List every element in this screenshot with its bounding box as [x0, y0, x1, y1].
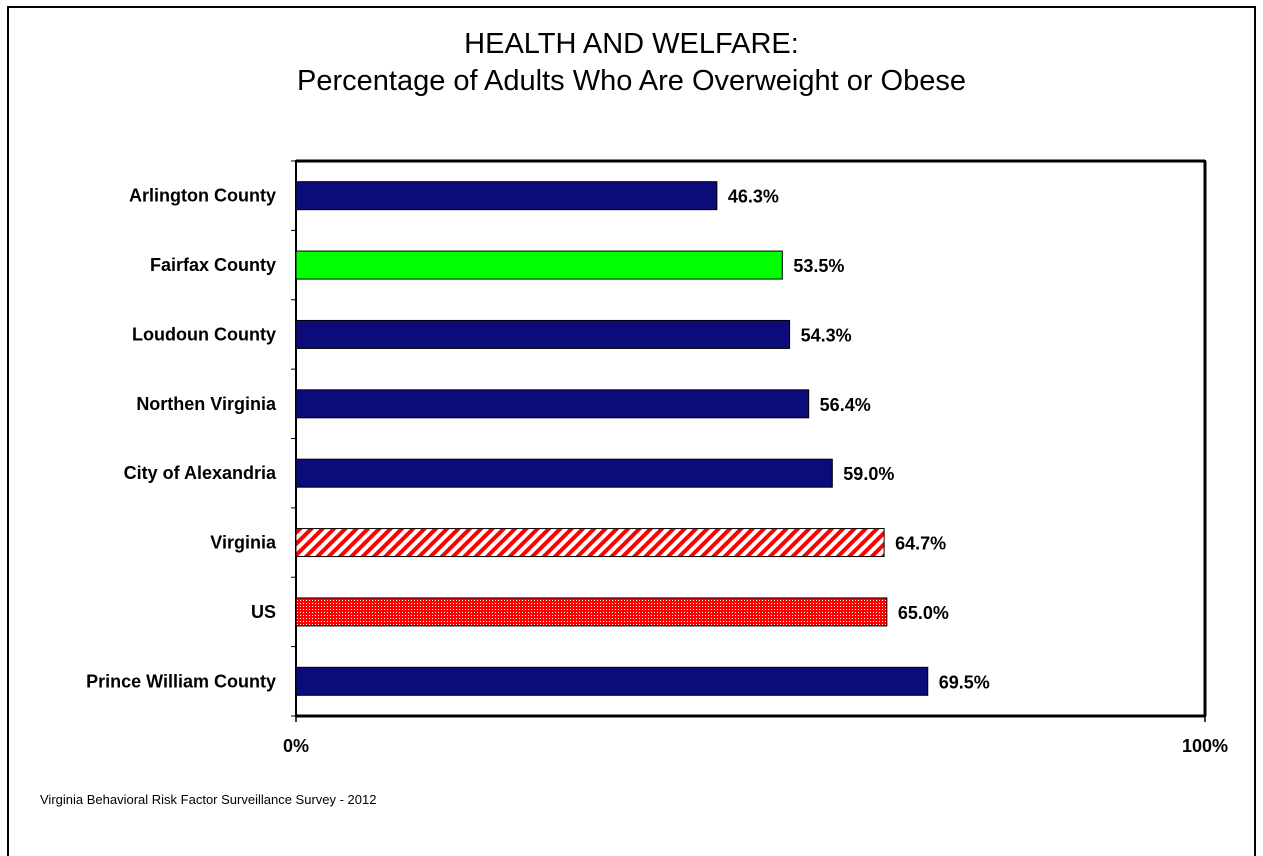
data-label: 56.4% [820, 395, 871, 415]
bar-virginia [295, 528, 885, 558]
bar-northen-virginia [295, 389, 810, 419]
category-label: Prince William County [86, 671, 276, 691]
data-label: 54.3% [801, 325, 852, 345]
data-label: 59.0% [843, 464, 894, 484]
data-label: 46.3% [728, 187, 779, 207]
plot-area [295, 160, 1206, 717]
title-line-1: HEALTH AND WELFARE: [464, 28, 799, 60]
bar-fairfax-county [295, 250, 783, 280]
x-tick-label: 100% [1182, 736, 1228, 756]
bar-loudoun-county [295, 319, 791, 349]
x-tick-label: 0% [283, 736, 309, 756]
bar-arlington-county [295, 181, 718, 211]
category-label: City of Alexandria [124, 463, 277, 483]
category-label: Virginia [210, 533, 277, 553]
data-label: 64.7% [895, 534, 946, 554]
data-label: 53.5% [793, 256, 844, 276]
bar-prince-william-county [295, 666, 929, 696]
data-label: 65.0% [898, 603, 949, 623]
data-label: 69.5% [939, 672, 990, 692]
bar-us [295, 597, 888, 627]
category-label: Loudoun County [132, 324, 276, 344]
category-label: Arlington County [129, 186, 276, 206]
source-note: Virginia Behavioral Risk Factor Surveill… [40, 792, 377, 807]
title-line-2: Percentage of Adults Who Are Overweight … [297, 65, 966, 97]
category-label: US [251, 602, 276, 622]
category-label: Fairfax County [150, 255, 276, 275]
bar-city-of-alexandria [295, 458, 833, 488]
chart-title: HEALTH AND WELFARE: Percentage of Adults… [0, 26, 1263, 100]
category-label: Northen Virginia [136, 394, 277, 414]
